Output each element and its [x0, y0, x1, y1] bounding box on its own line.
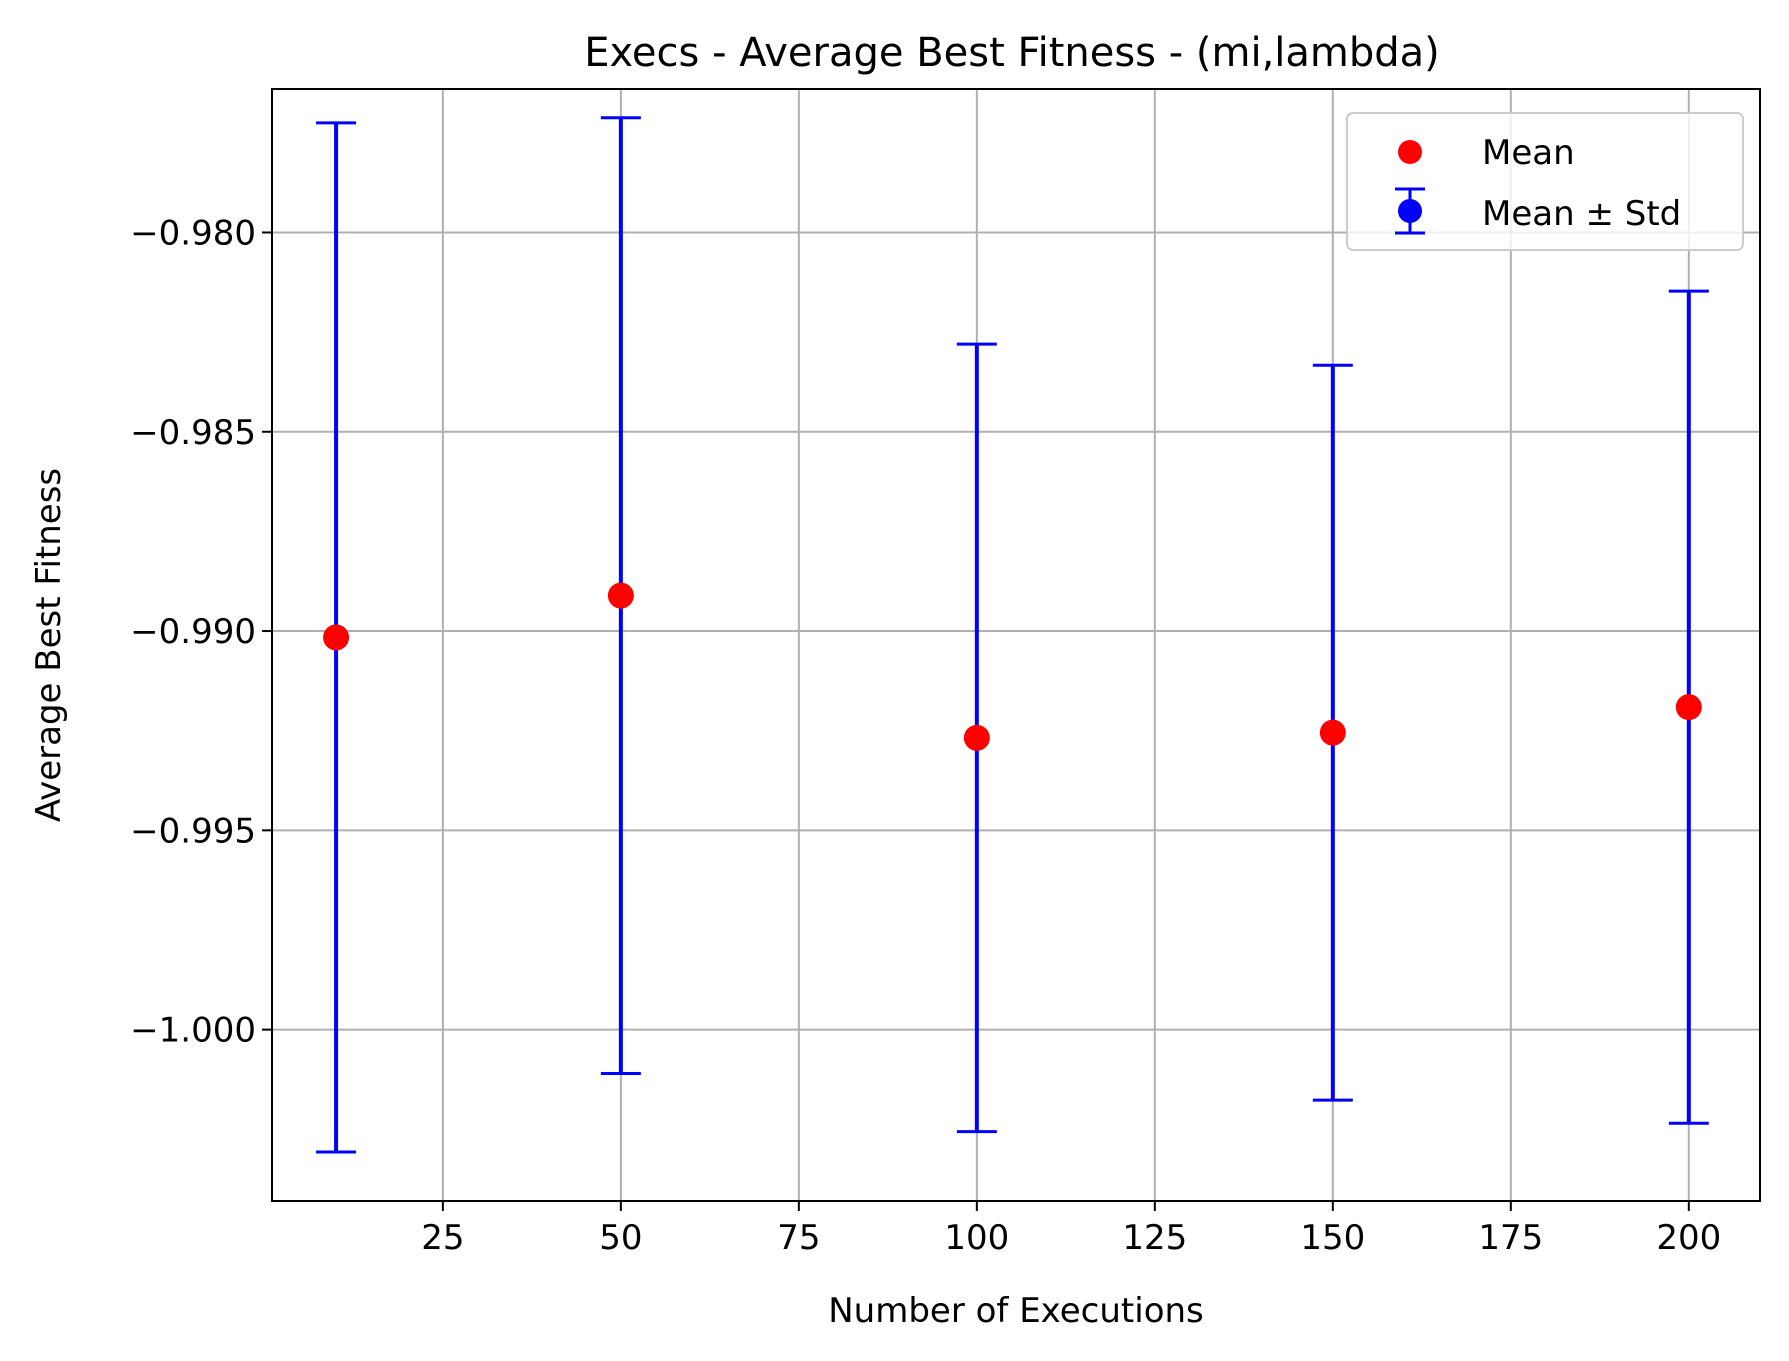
y-tick-label: −1.000	[130, 1011, 256, 1051]
x-tick-label: 175	[1478, 1218, 1543, 1258]
chart-title: Execs - Average Best Fitness - (mi,lambd…	[584, 30, 1440, 76]
y-axis-label: Average Best Fitness	[29, 468, 69, 822]
x-tick-label: 200	[1656, 1218, 1721, 1258]
mean-series	[323, 582, 1702, 751]
x-tick-label: 25	[421, 1218, 464, 1258]
y-tick-label: −0.990	[130, 612, 256, 652]
mean-point	[963, 724, 990, 751]
mean-point	[323, 624, 350, 651]
legend-box	[1346, 112, 1744, 251]
x-tick-label: 50	[599, 1218, 642, 1258]
y-tick-label: −0.980	[130, 213, 256, 253]
legend-mean-marker	[1398, 140, 1422, 164]
x-axis-ticks: 25 50 75 100 125 150 175 200	[421, 1201, 1721, 1258]
x-tick-label: 75	[777, 1218, 820, 1258]
x-tick-label: 125	[1122, 1218, 1187, 1258]
x-axis-label: Number of Executions	[828, 1291, 1204, 1331]
legend-mean-label: Mean	[1482, 133, 1575, 173]
mean-point	[1319, 719, 1346, 746]
x-tick-label: 150	[1300, 1218, 1365, 1258]
legend-errorbar-label: Mean ± Std	[1482, 194, 1681, 234]
mean-point	[1675, 694, 1702, 721]
legend: Mean Mean ± Std	[1346, 112, 1744, 251]
x-tick-label: 100	[944, 1218, 1009, 1258]
y-tick-label: −0.995	[130, 811, 256, 851]
legend-errorbar-marker	[1398, 199, 1422, 223]
plot-frame	[271, 88, 1761, 1202]
mean-point	[607, 582, 634, 609]
y-axis-ticks: −0.980 −0.985 −0.990 −0.995 −1.000	[130, 213, 272, 1051]
y-tick-label: −0.985	[130, 413, 256, 453]
